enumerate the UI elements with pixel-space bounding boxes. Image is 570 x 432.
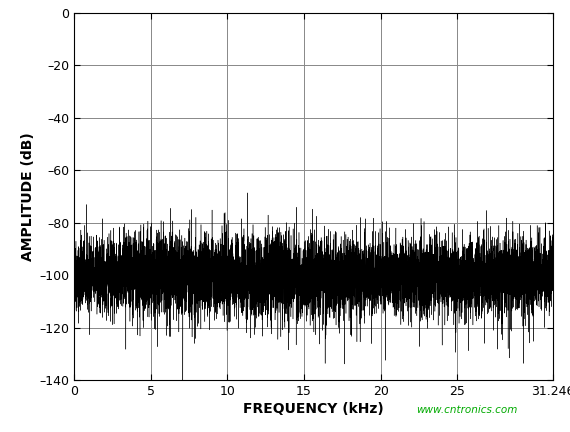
Text: www.cntronics.com: www.cntronics.com: [416, 405, 518, 415]
Y-axis label: AMPLITUDE (dB): AMPLITUDE (dB): [21, 132, 35, 261]
X-axis label: FREQUENCY (kHz): FREQUENCY (kHz): [243, 402, 384, 416]
